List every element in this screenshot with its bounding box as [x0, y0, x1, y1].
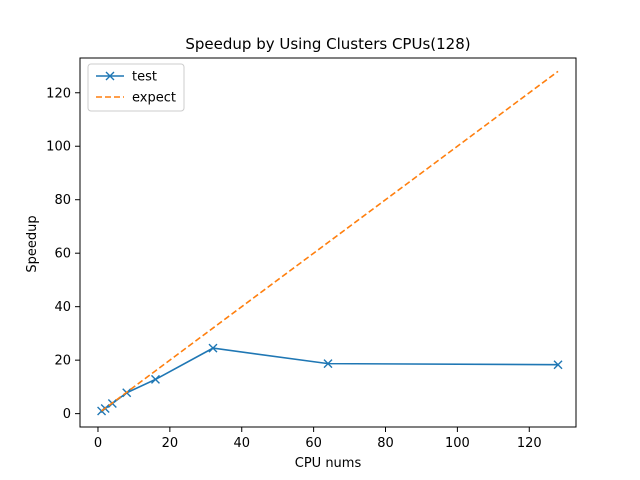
legend-label-expect: expect [132, 91, 176, 106]
x-tick-label: 60 [305, 436, 322, 451]
legend: test expect [87, 63, 185, 112]
data-point-test [208, 343, 218, 353]
y-tick-label: 0 [63, 407, 71, 422]
y-axis-title: Speedup [25, 215, 40, 272]
x-tick-label: 120 [517, 436, 542, 451]
data-point-test [553, 360, 563, 370]
series-line-expect [101, 70, 559, 412]
legend-marker-test [105, 71, 115, 81]
x-tick-label: 80 [377, 436, 394, 451]
x-tick-label: 40 [233, 436, 250, 451]
x-tick-label: 100 [445, 436, 470, 451]
data-point-test [323, 359, 333, 369]
data-point-test [150, 374, 160, 384]
x-tick-label: 0 [94, 436, 102, 451]
x-axis-title: CPU nums [295, 456, 362, 471]
y-tick-label: 60 [54, 247, 71, 262]
y-tick-label: 80 [54, 193, 71, 208]
y-tick-label: 20 [54, 354, 71, 369]
plot-area: 0 20 40 60 80 100 120 0 20 40 60 80 100 120 [46, 57, 577, 451]
y-tick-label: 120 [46, 86, 71, 101]
x-tick-label: 20 [162, 436, 179, 451]
axes-frame [79, 57, 577, 428]
y-tick-label: 100 [46, 140, 71, 155]
chart-title: Speedup by Using Clusters CPUs(128) [185, 35, 470, 53]
y-tick-label: 40 [54, 300, 71, 315]
legend-label-test: test [132, 70, 157, 85]
